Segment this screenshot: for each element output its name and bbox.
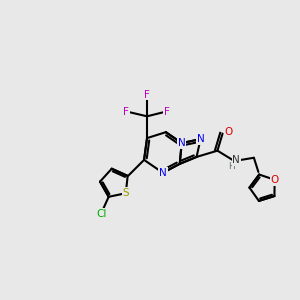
Text: Cl: Cl	[96, 209, 106, 219]
Text: H: H	[228, 163, 235, 172]
Text: F: F	[164, 107, 170, 117]
Text: N: N	[178, 138, 186, 148]
Text: O: O	[271, 175, 279, 185]
Text: N: N	[197, 134, 204, 144]
Text: F: F	[144, 89, 150, 100]
Text: O: O	[224, 127, 232, 136]
Text: F: F	[123, 107, 129, 117]
Text: N: N	[159, 168, 167, 178]
Text: S: S	[122, 188, 129, 198]
Text: N: N	[232, 155, 240, 165]
